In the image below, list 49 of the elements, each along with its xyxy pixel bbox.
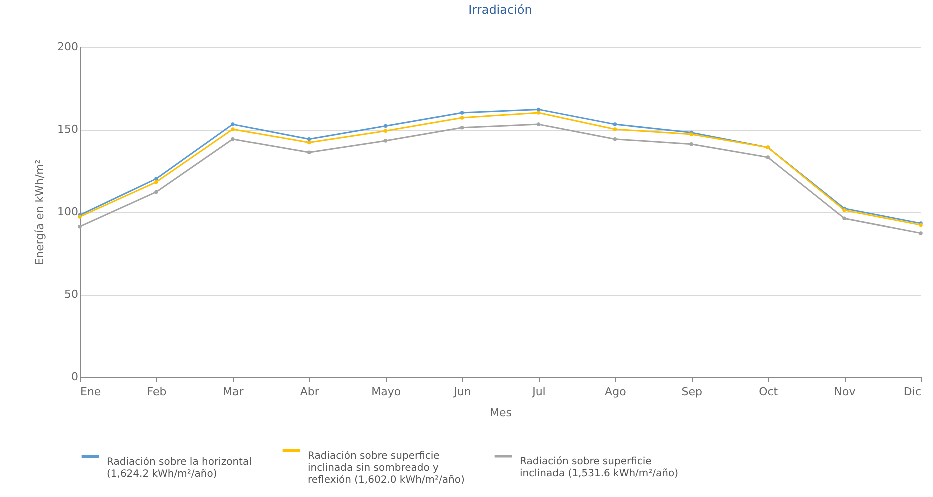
point bbox=[766, 156, 770, 160]
x-axis-title: Mes bbox=[490, 406, 512, 420]
x-tick-label: Ago bbox=[605, 386, 627, 398]
point bbox=[384, 124, 388, 128]
y-axis-title: Energía en kWh/m² bbox=[34, 160, 47, 266]
y-tick-label: 100 bbox=[58, 206, 78, 218]
chart-title: Irradiación bbox=[468, 3, 532, 17]
point bbox=[536, 111, 541, 115]
x-tick-label: Ene bbox=[80, 386, 102, 398]
legend-label: Radiación sobre superficie inclinada (1,531.6 kWh/m²/año) bbox=[520, 456, 679, 480]
x-tick-label: Mar bbox=[223, 386, 244, 398]
x-tick-label: Jul bbox=[532, 386, 546, 398]
point bbox=[154, 180, 158, 184]
x-tick-label: Oct bbox=[759, 386, 779, 398]
y-tick-label: 0 bbox=[72, 370, 78, 384]
point bbox=[78, 224, 82, 229]
point bbox=[613, 122, 618, 126]
y-tick-label: 200 bbox=[58, 40, 78, 54]
point bbox=[154, 177, 158, 181]
point bbox=[536, 122, 541, 126]
point bbox=[307, 150, 312, 154]
point bbox=[307, 138, 312, 142]
point bbox=[384, 139, 388, 143]
point bbox=[460, 111, 464, 115]
point bbox=[690, 142, 694, 146]
point bbox=[613, 128, 618, 132]
point bbox=[231, 128, 235, 132]
x-tick-label: Mayo bbox=[372, 386, 402, 398]
point bbox=[307, 140, 312, 145]
y-tick-label: 50 bbox=[64, 288, 78, 301]
legend-label: Radiación sobre la horizontal (1,624.2 kWh/m²/año) bbox=[107, 456, 252, 480]
x-tick-label: Jun bbox=[453, 386, 472, 398]
x-tick-label: Abr bbox=[300, 386, 320, 398]
point bbox=[154, 190, 158, 194]
point bbox=[231, 138, 235, 142]
point bbox=[842, 216, 846, 220]
point bbox=[613, 138, 618, 142]
x-tick-label: Nov bbox=[834, 386, 856, 398]
point bbox=[231, 122, 235, 126]
y-tick-label: 150 bbox=[58, 123, 78, 136]
point bbox=[460, 116, 464, 120]
legend-label: Radiación sobre superficie inclinada sin sombreado y reflexión (1,602.0 kWh/m²/año) bbox=[308, 450, 465, 486]
point bbox=[536, 108, 541, 112]
x-tick-label: Feb bbox=[147, 386, 167, 398]
point bbox=[460, 126, 464, 130]
x-tick-label: Sep bbox=[682, 386, 703, 398]
point bbox=[384, 129, 388, 134]
x-tick-label: Dic bbox=[904, 386, 922, 398]
point bbox=[919, 232, 923, 236]
